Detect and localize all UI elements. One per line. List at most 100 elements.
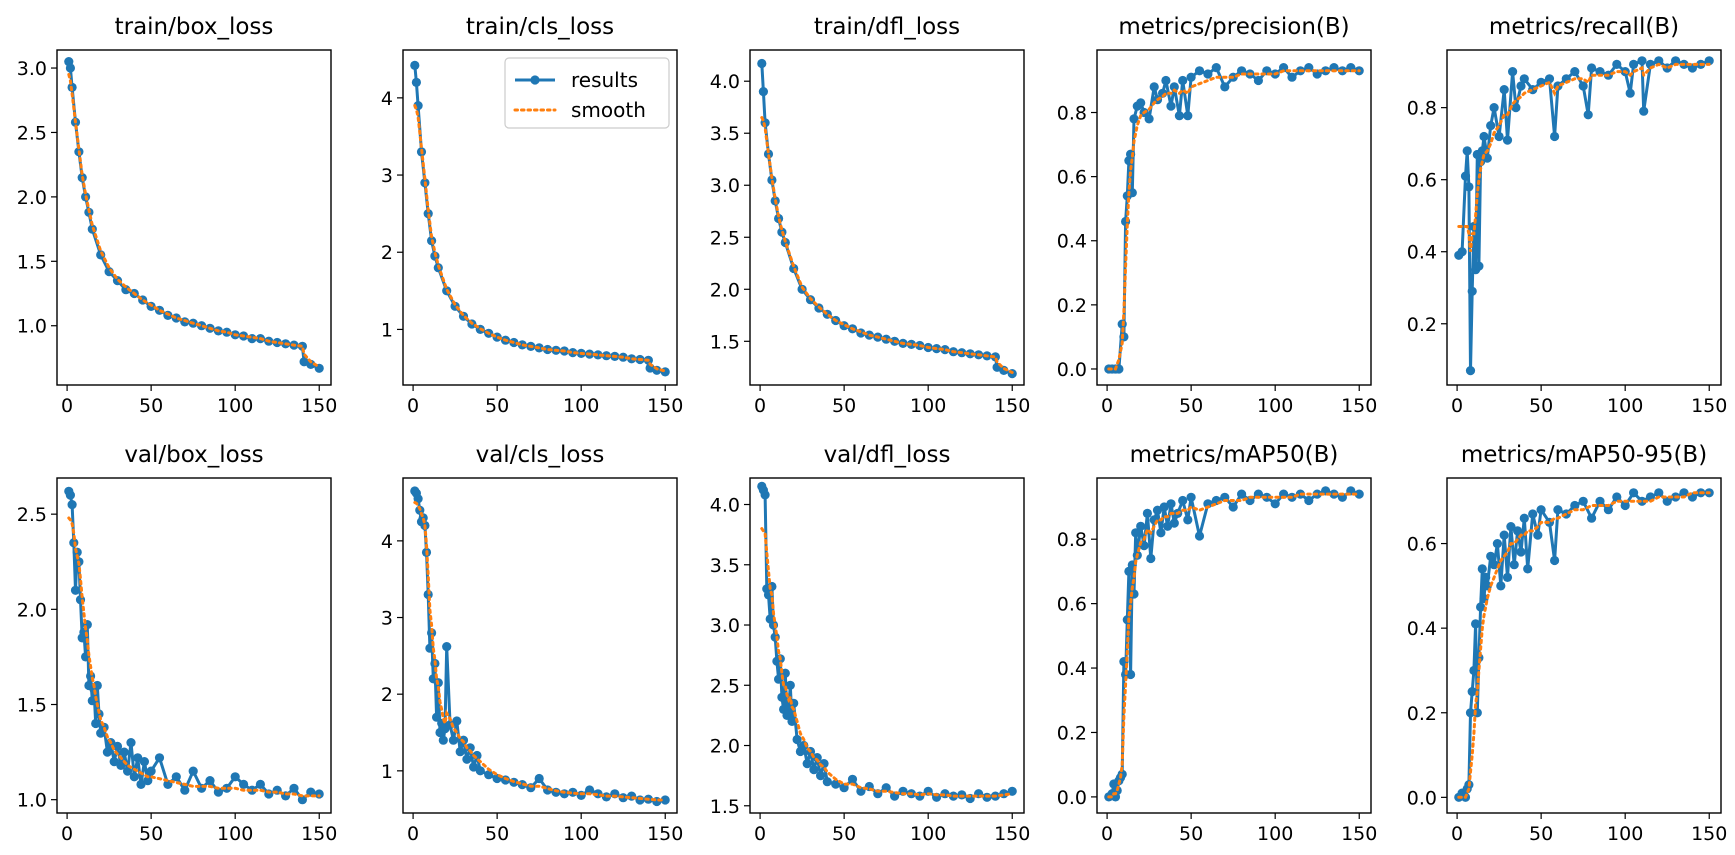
results-point (1506, 522, 1516, 532)
results-point (314, 789, 324, 799)
x-tick-label: 50 (832, 395, 856, 417)
results-point (1620, 500, 1630, 511)
results-line (1457, 491, 1710, 799)
results-point (136, 779, 146, 790)
results-line (1457, 59, 1710, 373)
results-point (1612, 492, 1622, 502)
results-point (1174, 111, 1184, 121)
results-point (1228, 502, 1238, 512)
subplot-title: metrics/mAP50(B) (1130, 442, 1339, 468)
results-point (1149, 82, 1159, 92)
y-tick-label: 1.5 (17, 251, 47, 273)
x-tick-label: 0 (754, 823, 766, 845)
y-tick-label: 2.0 (710, 279, 740, 301)
smooth-line (760, 116, 1014, 374)
y-tick-label: 4 (381, 531, 393, 553)
results-point (1511, 103, 1521, 113)
legend-box (504, 57, 670, 129)
x-tick-label: 0 (61, 823, 73, 845)
y-tick-label: 4.0 (710, 495, 740, 517)
x-tick-label: 0 (407, 395, 419, 417)
y-tick-label: 0.8 (1407, 98, 1437, 120)
results-point (1178, 75, 1188, 86)
subplot-title: metrics/recall(B) (1489, 14, 1679, 40)
y-tick-label: 2.5 (710, 675, 740, 697)
plot-frame (402, 477, 678, 814)
results-point (455, 747, 465, 757)
results-point (1183, 111, 1193, 121)
results-point (289, 783, 299, 793)
x-tick-label: 150 (301, 823, 337, 845)
subplot-metrics-map50-95-b: metrics/mAP50-95(B) 0 50 100 150 0.0 0.2 0.4 0.6 (1407, 442, 1728, 845)
y-tick-label: 3.0 (710, 615, 740, 637)
x-tick-label: 50 (1179, 823, 1203, 845)
results-point (1465, 708, 1476, 718)
results-point (1637, 56, 1647, 66)
results-point (1194, 531, 1205, 541)
plot-frame (56, 477, 332, 814)
results-point (1166, 499, 1176, 509)
x-tick-label: 100 (910, 823, 946, 845)
results-point (1486, 121, 1496, 131)
y-tick-label: 0.6 (1407, 534, 1437, 556)
y-tick-label: 3 (381, 165, 393, 187)
results-point (410, 60, 420, 70)
results-point (1287, 72, 1297, 82)
results-point (411, 77, 421, 87)
results-point (1467, 286, 1477, 296)
y-tick-label: 2 (381, 684, 393, 706)
results-point (1637, 496, 1647, 506)
subplot-title: val/box_loss (124, 442, 263, 468)
results-point (102, 747, 112, 757)
results-point (1499, 85, 1509, 95)
subplot-title: val/dfl_loss (824, 442, 951, 468)
results-point (1279, 63, 1289, 73)
results-point (1007, 786, 1017, 796)
y-tick-label: 1.5 (710, 796, 740, 818)
results-point (763, 149, 774, 159)
results-point (484, 770, 494, 780)
results-point (1211, 63, 1221, 73)
results-point (213, 787, 223, 797)
x-tick-label: 150 (994, 823, 1030, 845)
x-tick-label: 100 (217, 395, 253, 417)
x-tick-label: 150 (1691, 395, 1727, 417)
results-point (139, 757, 149, 767)
results-point (306, 359, 316, 369)
x-tick-label: 100 (1257, 823, 1293, 845)
results-point (1476, 602, 1486, 612)
results-point (1304, 495, 1314, 506)
x-tick-label: 150 (1341, 823, 1377, 845)
results-point (1654, 56, 1664, 66)
y-tick-label: 0.0 (1057, 787, 1087, 809)
y-tick-label: 1.0 (17, 790, 47, 812)
x-tick-label: 0 (1451, 823, 1463, 845)
plot-frame (749, 49, 1025, 386)
results-point (847, 774, 858, 784)
x-tick-label: 100 (217, 823, 253, 845)
results-point (413, 494, 423, 504)
results-line (1108, 66, 1360, 371)
results-point (822, 777, 832, 787)
results-point (1489, 560, 1499, 570)
results-point (1519, 74, 1529, 84)
subplot-train-cls-loss: train/cls_loss 0 50 100 150 1 2 3 4 results smooth (381, 14, 683, 417)
results-point (1679, 488, 1689, 498)
plot-frame (1446, 49, 1722, 386)
results-point (1253, 75, 1263, 86)
subplot-title: metrics/precision(B) (1118, 14, 1349, 40)
x-tick-label: 150 (647, 395, 683, 417)
results-point (965, 349, 975, 359)
results-point (423, 209, 433, 219)
results-point (1654, 488, 1664, 498)
x-tick-label: 50 (139, 395, 163, 417)
results-point (197, 321, 207, 331)
results-point (760, 490, 770, 500)
results-point (1161, 75, 1171, 86)
results-point (568, 348, 578, 358)
results-point (1499, 530, 1509, 540)
legend-smooth-label: smooth (571, 98, 646, 122)
results-line (760, 63, 1013, 376)
subplot-title: metrics/mAP50-95(B) (1461, 442, 1707, 468)
results-point (1237, 489, 1247, 499)
